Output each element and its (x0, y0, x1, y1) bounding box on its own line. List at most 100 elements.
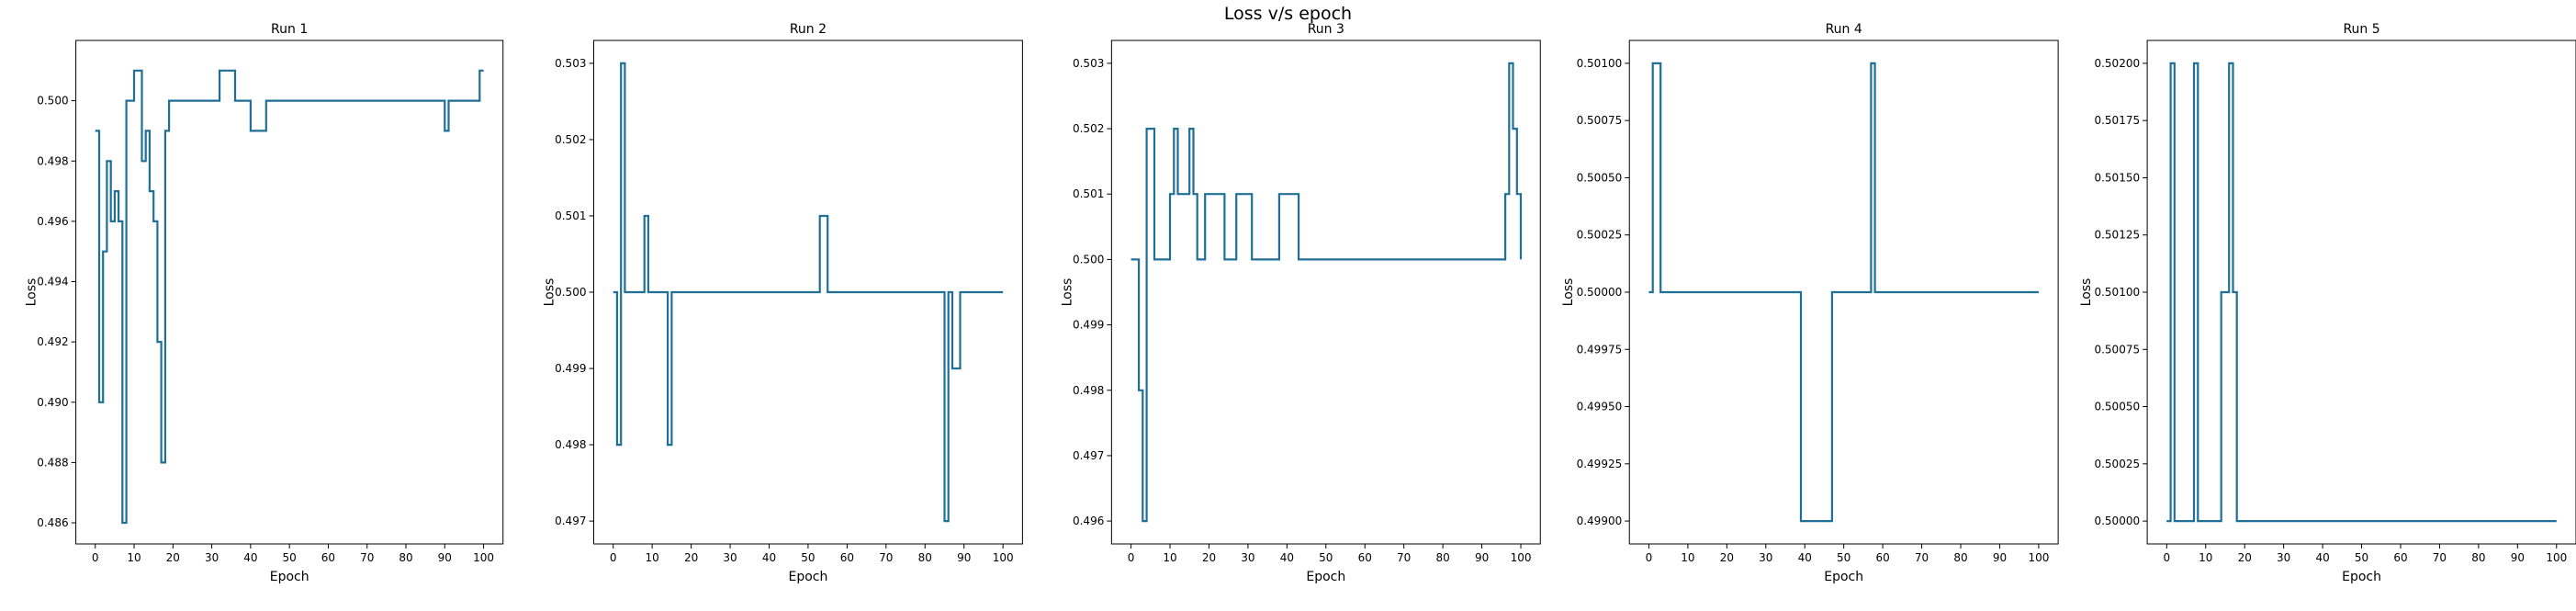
x-tick-label: 20 (166, 551, 180, 564)
y-tick-label: 0.488 (37, 456, 68, 469)
panel-title: Run 5 (2343, 22, 2379, 37)
y-tick-label: 0.498 (555, 438, 586, 451)
panel-run-3: 0 10 20 30 40 50 60 70 80 90 100 0.496 0.497 0.498 0.4… (1060, 22, 1541, 584)
x-tick-label: 70 (2433, 551, 2447, 564)
y-tick-label: 0.49900 (1577, 515, 1623, 527)
panel-run-5: 0 10 20 30 40 50 60 70 80 90 100 0.50000 0.50025 0.50… (2079, 22, 2576, 584)
x-tick-label: 20 (1720, 551, 1734, 564)
x-tick-label: 40 (1280, 551, 1294, 564)
x-tick-label: 0 (92, 551, 99, 564)
y-tick-label: 0.50050 (1577, 171, 1623, 184)
x-tick-label: 100 (2546, 551, 2567, 564)
plot-frame (2146, 40, 2576, 545)
x-tick-label: 60 (1358, 551, 1372, 564)
x-tick-label: 90 (1993, 551, 2007, 564)
x-tick-label: 60 (840, 551, 854, 564)
x-tick-label: 90 (2511, 551, 2525, 564)
panel-run-4: 0 10 20 30 40 50 60 70 80 90 100 0.49900 0.49925 0.49… (1561, 22, 2059, 584)
x-axis-label: Epoch (788, 570, 827, 584)
x-tick-label: 70 (1397, 551, 1411, 564)
x-tick-label: 80 (1435, 551, 1449, 564)
x-axis-label: Epoch (1824, 570, 1863, 584)
x-tick-label: 40 (2315, 551, 2329, 564)
y-tick-label: 0.497 (555, 515, 586, 527)
x-tick-label: 10 (2199, 551, 2212, 564)
y-tick-label: 0.496 (1073, 515, 1104, 527)
y-tick-label: 0.49975 (1577, 343, 1623, 356)
x-tick-label: 50 (1319, 551, 1333, 564)
loss-line-run-2 (613, 62, 1004, 523)
x-tick-label: 60 (1875, 551, 1889, 564)
x-tick-label: 50 (801, 551, 815, 564)
y-tick-label: 0.503 (555, 57, 586, 70)
x-tick-label: 70 (1915, 551, 1929, 564)
plot-frame (75, 40, 504, 545)
y-tick-label: 0.500 (37, 95, 68, 107)
x-axis-label: Epoch (1306, 570, 1345, 584)
y-tick-label: 0.50100 (2094, 286, 2140, 299)
x-tick-label: 40 (243, 551, 257, 564)
x-tick-label: 80 (399, 551, 412, 564)
figure-title: Loss v/s epoch (1223, 4, 1353, 24)
y-tick-label: 0.50125 (2094, 229, 2140, 242)
panel-run-1: 0 10 20 30 40 50 60 70 80 90 100 0.486 0.488 0.490 0.4… (25, 22, 504, 584)
x-tick-label: 100 (473, 551, 494, 564)
y-tick-label: 0.50200 (2094, 57, 2140, 70)
x-axis-label: Epoch (270, 570, 309, 584)
x-tick-label: 30 (205, 551, 219, 564)
x-tick-label: 60 (2393, 551, 2407, 564)
y-tick-label: 0.486 (37, 516, 68, 529)
x-tick-label: 10 (646, 551, 659, 564)
loss-line-run-5 (2166, 62, 2557, 523)
y-tick-label: 0.50050 (2094, 401, 2140, 413)
x-tick-label: 10 (1681, 551, 1694, 564)
y-tick-label: 0.496 (37, 215, 68, 228)
panel-title: Run 3 (1308, 22, 1344, 37)
panel-run-2: 0 10 20 30 40 50 60 70 80 90 100 0.497 0.498 0.499 0.5… (542, 22, 1023, 584)
x-tick-label: 80 (1953, 551, 1967, 564)
x-tick-label: 30 (1241, 551, 1254, 564)
plot-frame (1110, 40, 1541, 545)
x-tick-label: 50 (1837, 551, 1850, 564)
y-tick-label: 0.501 (1073, 187, 1104, 200)
x-tick-label: 60 (321, 551, 335, 564)
loss-line-run-4 (1648, 62, 2039, 523)
y-tick-label: 0.502 (1073, 122, 1104, 135)
y-tick-label: 0.50025 (1577, 229, 1623, 242)
x-tick-label: 0 (2164, 551, 2171, 564)
y-tick-label: 0.50075 (2094, 343, 2140, 356)
x-tick-label: 100 (993, 551, 1014, 564)
panel-title: Run 4 (1826, 22, 1862, 37)
x-tick-label: 90 (1475, 551, 1489, 564)
y-tick-label: 0.503 (1073, 57, 1104, 70)
x-tick-label: 0 (610, 551, 617, 564)
panel-title: Run 1 (271, 22, 308, 37)
y-axis-label: Loss (1060, 278, 1074, 307)
x-tick-label: 50 (283, 551, 297, 564)
y-tick-label: 0.49925 (1577, 458, 1623, 470)
x-tick-label: 70 (879, 551, 893, 564)
x-tick-label: 10 (1163, 551, 1176, 564)
y-tick-label: 0.490 (37, 396, 68, 409)
x-tick-label: 30 (2277, 551, 2290, 564)
y-tick-label: 0.50100 (1577, 57, 1623, 70)
x-tick-label: 100 (2028, 551, 2049, 564)
y-tick-label: 0.498 (1073, 384, 1104, 397)
x-tick-label: 40 (1798, 551, 1812, 564)
x-tick-label: 80 (918, 551, 932, 564)
y-tick-label: 0.50150 (2094, 171, 2140, 184)
y-tick-label: 0.50025 (2094, 458, 2140, 470)
y-tick-label: 0.502 (555, 133, 586, 146)
y-tick-label: 0.500 (1073, 253, 1104, 266)
x-tick-label: 30 (1759, 551, 1772, 564)
x-tick-label: 90 (438, 551, 452, 564)
x-tick-label: 40 (762, 551, 776, 564)
loss-line-run-3 (1131, 62, 1523, 523)
panel-title: Run 2 (790, 22, 827, 37)
y-tick-label: 0.497 (1073, 449, 1104, 462)
y-axis-label: Loss (25, 278, 39, 307)
y-tick-label: 0.494 (37, 276, 68, 289)
x-tick-label: 70 (360, 551, 374, 564)
x-tick-label: 0 (1128, 551, 1135, 564)
